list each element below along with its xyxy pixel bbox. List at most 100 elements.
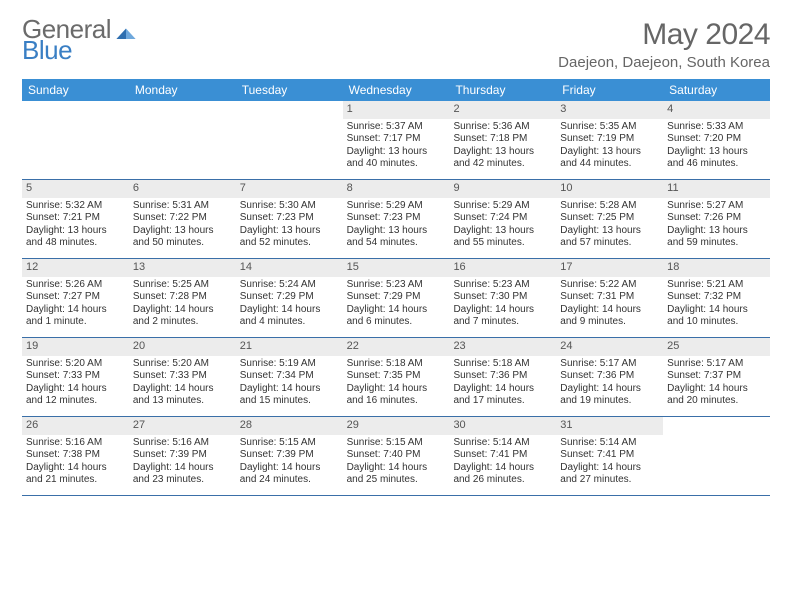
logo-text-blue: Blue [22,35,72,65]
day-number: 11 [663,180,770,198]
daylight-text: Daylight: 14 hours and 26 minutes. [453,462,552,487]
day-number: 13 [129,259,236,277]
week-row: 1Sunrise: 5:37 AMSunset: 7:17 PMDaylight… [22,101,770,180]
sunrise-text: Sunrise: 5:20 AM [133,358,232,371]
day-number: 2 [449,101,556,119]
sunrise-text: Sunrise: 5:29 AM [453,200,552,213]
sunrise-text: Sunrise: 5:29 AM [347,200,446,213]
day-number: 19 [22,338,129,356]
day-number: 29 [343,417,450,435]
sunset-text: Sunset: 7:34 PM [240,370,339,383]
day-number: 16 [449,259,556,277]
daylight-text: Daylight: 14 hours and 19 minutes. [560,383,659,408]
day-cell: 6Sunrise: 5:31 AMSunset: 7:22 PMDaylight… [129,180,236,258]
sunset-text: Sunset: 7:38 PM [26,449,125,462]
sunrise-text: Sunrise: 5:21 AM [667,279,766,292]
daylight-text: Daylight: 14 hours and 10 minutes. [667,304,766,329]
logo: GeneralBlue [22,18,136,66]
day-number: 18 [663,259,770,277]
daylight-text: Daylight: 14 hours and 24 minutes. [240,462,339,487]
day-cell [129,101,236,179]
daylight-text: Daylight: 13 hours and 44 minutes. [560,146,659,171]
day-number: 12 [22,259,129,277]
sunset-text: Sunset: 7:32 PM [667,291,766,304]
sunset-text: Sunset: 7:25 PM [560,212,659,225]
daylight-text: Daylight: 14 hours and 4 minutes. [240,304,339,329]
sunrise-text: Sunrise: 5:19 AM [240,358,339,371]
sunrise-text: Sunrise: 5:14 AM [453,437,552,450]
week-row: 12Sunrise: 5:26 AMSunset: 7:27 PMDayligh… [22,259,770,338]
daylight-text: Daylight: 14 hours and 17 minutes. [453,383,552,408]
sunrise-text: Sunrise: 5:24 AM [240,279,339,292]
day-number: 31 [556,417,663,435]
week-row: 5Sunrise: 5:32 AMSunset: 7:21 PMDaylight… [22,180,770,259]
day-number: 22 [343,338,450,356]
sunset-text: Sunset: 7:17 PM [347,133,446,146]
header: GeneralBlue May 2024 Daejeon, Daejeon, S… [22,18,770,71]
day-header-tue: Tuesday [236,79,343,101]
day-header-sun: Sunday [22,79,129,101]
day-cell: 22Sunrise: 5:18 AMSunset: 7:35 PMDayligh… [343,338,450,416]
daylight-text: Daylight: 14 hours and 21 minutes. [26,462,125,487]
day-number: 4 [663,101,770,119]
week-row: 19Sunrise: 5:20 AMSunset: 7:33 PMDayligh… [22,338,770,417]
daylight-text: Daylight: 14 hours and 6 minutes. [347,304,446,329]
sunrise-text: Sunrise: 5:14 AM [560,437,659,450]
day-header-fri: Friday [556,79,663,101]
daylight-text: Daylight: 14 hours and 9 minutes. [560,304,659,329]
sunrise-text: Sunrise: 5:32 AM [26,200,125,213]
week-row: 26Sunrise: 5:16 AMSunset: 7:38 PMDayligh… [22,417,770,496]
sunrise-text: Sunrise: 5:37 AM [347,121,446,134]
day-cell: 4Sunrise: 5:33 AMSunset: 7:20 PMDaylight… [663,101,770,179]
sunset-text: Sunset: 7:33 PM [26,370,125,383]
day-cell: 27Sunrise: 5:16 AMSunset: 7:39 PMDayligh… [129,417,236,495]
sunset-text: Sunset: 7:26 PM [667,212,766,225]
sunset-text: Sunset: 7:30 PM [453,291,552,304]
sunset-text: Sunset: 7:41 PM [453,449,552,462]
day-number: 21 [236,338,343,356]
weeks-container: 1Sunrise: 5:37 AMSunset: 7:17 PMDaylight… [22,101,770,496]
daylight-text: Daylight: 13 hours and 50 minutes. [133,225,232,250]
sunrise-text: Sunrise: 5:25 AM [133,279,232,292]
day-cell [22,101,129,179]
sunset-text: Sunset: 7:24 PM [453,212,552,225]
daylight-text: Daylight: 13 hours and 46 minutes. [667,146,766,171]
day-cell: 20Sunrise: 5:20 AMSunset: 7:33 PMDayligh… [129,338,236,416]
day-cell: 21Sunrise: 5:19 AMSunset: 7:34 PMDayligh… [236,338,343,416]
day-cell: 29Sunrise: 5:15 AMSunset: 7:40 PMDayligh… [343,417,450,495]
day-number: 28 [236,417,343,435]
sunset-text: Sunset: 7:40 PM [347,449,446,462]
sunrise-text: Sunrise: 5:22 AM [560,279,659,292]
day-cell: 16Sunrise: 5:23 AMSunset: 7:30 PMDayligh… [449,259,556,337]
daylight-text: Daylight: 14 hours and 20 minutes. [667,383,766,408]
sunset-text: Sunset: 7:35 PM [347,370,446,383]
sunrise-text: Sunrise: 5:16 AM [26,437,125,450]
day-cell: 31Sunrise: 5:14 AMSunset: 7:41 PMDayligh… [556,417,663,495]
day-number: 23 [449,338,556,356]
sunrise-text: Sunrise: 5:36 AM [453,121,552,134]
sunrise-text: Sunrise: 5:17 AM [667,358,766,371]
sunset-text: Sunset: 7:36 PM [453,370,552,383]
day-cell: 9Sunrise: 5:29 AMSunset: 7:24 PMDaylight… [449,180,556,258]
sunset-text: Sunset: 7:31 PM [560,291,659,304]
daylight-text: Daylight: 13 hours and 42 minutes. [453,146,552,171]
day-number: 5 [22,180,129,198]
daylight-text: Daylight: 13 hours and 59 minutes. [667,225,766,250]
sunrise-text: Sunrise: 5:15 AM [240,437,339,450]
daylight-text: Daylight: 14 hours and 1 minute. [26,304,125,329]
day-header-mon: Monday [129,79,236,101]
day-number: 9 [449,180,556,198]
day-cell: 15Sunrise: 5:23 AMSunset: 7:29 PMDayligh… [343,259,450,337]
day-number: 24 [556,338,663,356]
sunset-text: Sunset: 7:23 PM [347,212,446,225]
day-number: 25 [663,338,770,356]
daylight-text: Daylight: 13 hours and 52 minutes. [240,225,339,250]
sunrise-text: Sunrise: 5:35 AM [560,121,659,134]
sunrise-text: Sunrise: 5:20 AM [26,358,125,371]
day-header-row: Sunday Monday Tuesday Wednesday Thursday… [22,79,770,101]
daylight-text: Daylight: 14 hours and 23 minutes. [133,462,232,487]
sunrise-text: Sunrise: 5:28 AM [560,200,659,213]
sunset-text: Sunset: 7:41 PM [560,449,659,462]
day-number: 15 [343,259,450,277]
day-header-thu: Thursday [449,79,556,101]
